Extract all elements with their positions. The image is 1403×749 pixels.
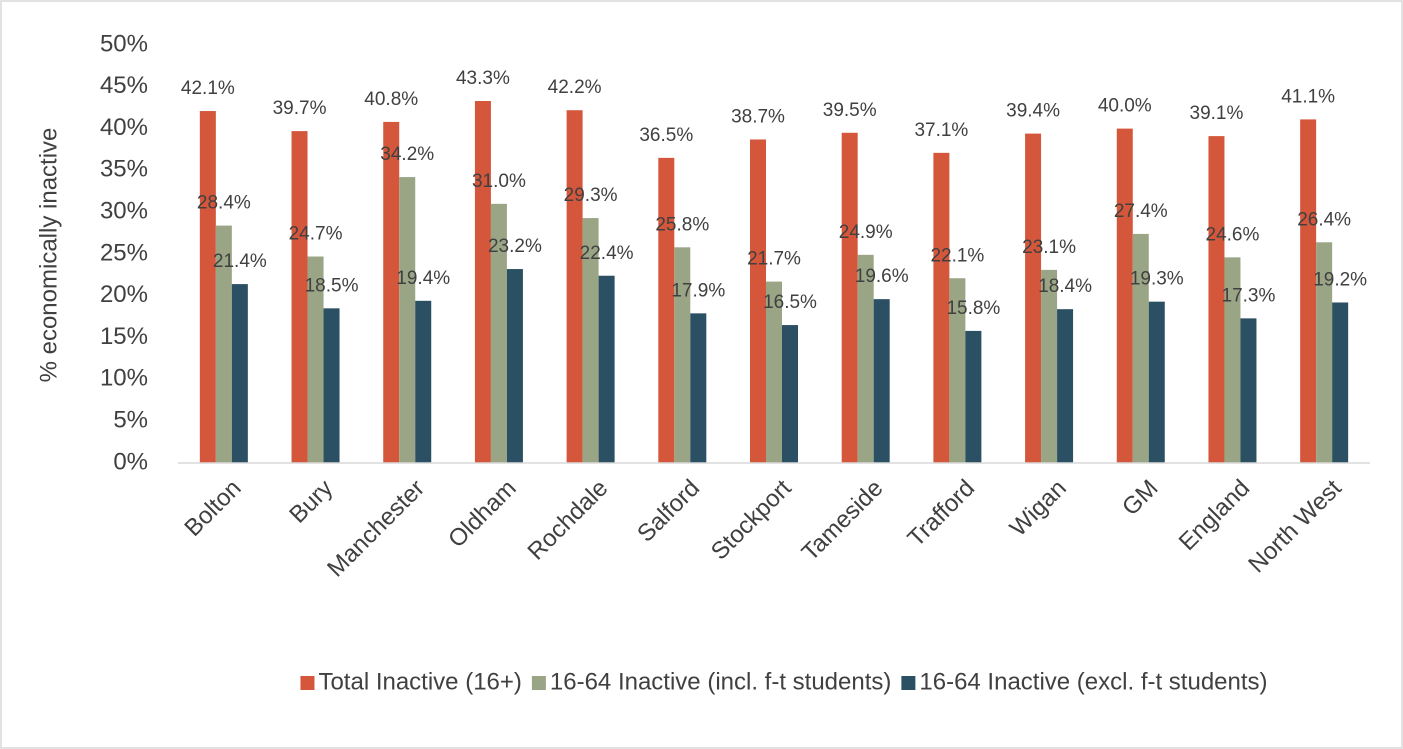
- bar: [582, 218, 599, 463]
- data-label: 22.4%: [580, 243, 634, 264]
- data-label: 39.7%: [273, 98, 327, 119]
- data-label: 39.5%: [823, 100, 877, 121]
- data-label: 26.4%: [1297, 209, 1351, 230]
- data-label: 17.9%: [671, 280, 725, 301]
- bar: [291, 131, 308, 463]
- legend-label: 16-64 Inactive (excl. f-t students): [919, 668, 1267, 695]
- legend-label: 16-64 Inactive (incl. f-t students): [550, 668, 891, 695]
- data-label: 27.4%: [1114, 201, 1168, 222]
- data-label: 21.4%: [213, 251, 267, 272]
- bar: [598, 275, 615, 463]
- data-label: 16.5%: [763, 292, 817, 313]
- data-label: 19.4%: [396, 268, 450, 289]
- y-tick-label: 40%: [100, 114, 148, 141]
- bar: [674, 247, 691, 463]
- bar: [474, 101, 491, 464]
- bar: [215, 225, 232, 463]
- bar: [1116, 128, 1133, 463]
- bar: [933, 152, 950, 463]
- bar: [750, 139, 766, 463]
- data-label: 31.0%: [472, 171, 526, 192]
- data-label: 34.2%: [380, 144, 434, 165]
- bar: [1148, 301, 1165, 463]
- data-label: 22.1%: [930, 245, 984, 266]
- bar: [658, 157, 675, 464]
- bar: [766, 281, 782, 463]
- y-tick-label: 10%: [100, 365, 148, 392]
- data-label: 42.2%: [548, 77, 602, 98]
- bar: [857, 254, 874, 463]
- data-label: 15.8%: [946, 298, 1000, 319]
- bar: [566, 110, 583, 463]
- data-label: 21.7%: [747, 249, 801, 270]
- bar: [965, 330, 982, 463]
- bar: [506, 269, 523, 463]
- data-label: 36.5%: [639, 125, 693, 146]
- bar: [415, 300, 432, 463]
- bar: [231, 284, 248, 463]
- data-label: 38.7%: [731, 106, 785, 127]
- legend-swatch: [300, 676, 315, 690]
- data-label: 18.4%: [1038, 276, 1092, 297]
- bar: [1132, 233, 1149, 463]
- bar: [323, 308, 340, 463]
- data-label: 23.1%: [1022, 237, 1076, 258]
- data-label: 24.9%: [839, 222, 893, 243]
- data-label: 39.1%: [1190, 103, 1244, 124]
- y-tick-label: 20%: [100, 281, 148, 308]
- bar: [1224, 257, 1241, 463]
- bar: [1240, 318, 1257, 463]
- legend-label: Total Inactive (16+): [318, 668, 521, 695]
- data-label: 19.6%: [855, 266, 909, 287]
- bar: [873, 299, 890, 463]
- data-label: 23.2%: [488, 236, 542, 257]
- data-label: 24.6%: [1206, 224, 1260, 245]
- bar: [1208, 136, 1225, 463]
- bar: [841, 132, 858, 463]
- y-tick-label: 5%: [113, 407, 148, 434]
- bar: [399, 177, 416, 463]
- data-label: 24.7%: [289, 224, 343, 245]
- data-label: 29.3%: [564, 185, 618, 206]
- y-tick-label: 0%: [113, 448, 148, 475]
- data-label: 37.1%: [914, 120, 968, 141]
- data-label: 41.1%: [1281, 86, 1335, 107]
- y-tick-label: 30%: [100, 198, 148, 225]
- bar: [1057, 309, 1074, 463]
- bar: [490, 203, 507, 463]
- y-axis-title: % economically inactive: [35, 128, 62, 383]
- bar: [383, 121, 400, 464]
- legend-swatch: [901, 676, 916, 690]
- data-label: 40.0%: [1098, 96, 1152, 117]
- bar: [199, 111, 216, 463]
- bar: [690, 313, 707, 463]
- y-tick-label: 35%: [100, 156, 148, 183]
- bar: [1041, 269, 1058, 463]
- data-label: 42.1%: [181, 78, 235, 99]
- y-tick-label: 45%: [100, 72, 148, 99]
- bar: [782, 325, 798, 463]
- data-label: 25.8%: [655, 214, 709, 235]
- data-label: 18.5%: [305, 275, 359, 296]
- data-label: 17.3%: [1222, 285, 1276, 306]
- legend-swatch: [531, 676, 546, 690]
- bar: [1316, 242, 1333, 463]
- data-label: 39.4%: [1006, 101, 1060, 122]
- y-tick-label: 15%: [100, 323, 148, 350]
- bar: [949, 278, 966, 463]
- bar: [307, 256, 324, 463]
- data-label: 19.2%: [1313, 270, 1367, 291]
- bar: [1332, 302, 1349, 463]
- data-label: 43.3%: [456, 68, 510, 89]
- y-tick-label: 50%: [100, 30, 148, 57]
- y-tick-label: 25%: [100, 239, 148, 266]
- data-label: 19.3%: [1130, 269, 1184, 290]
- bar: [1300, 119, 1317, 464]
- data-label: 28.4%: [197, 193, 251, 214]
- data-label: 40.8%: [364, 89, 418, 110]
- bar: [1025, 133, 1042, 463]
